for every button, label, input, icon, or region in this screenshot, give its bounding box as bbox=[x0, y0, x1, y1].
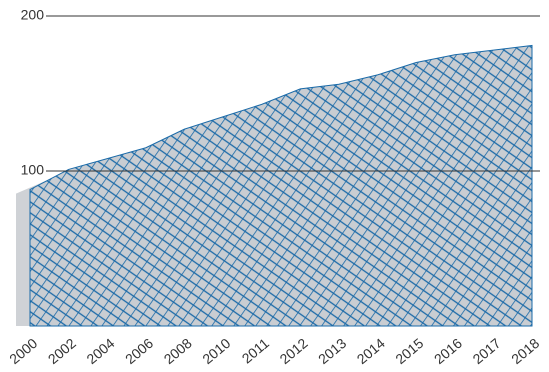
area bbox=[30, 45, 532, 326]
x-tick-label: 2015 bbox=[392, 335, 426, 367]
x-tick-label: 2016 bbox=[431, 335, 465, 367]
x-tick-label: 2018 bbox=[508, 335, 542, 367]
x-tick-label: 2014 bbox=[354, 335, 388, 367]
x-tick-label: 2006 bbox=[122, 335, 156, 367]
chart: 1002002000200220042006200820102011201220… bbox=[0, 0, 549, 372]
x-tick-label: 2008 bbox=[161, 335, 195, 367]
x-tick-label: 2013 bbox=[315, 335, 349, 367]
x-tick-label: 2017 bbox=[470, 335, 504, 367]
y-tick-label: 100 bbox=[21, 162, 45, 178]
x-tick-label: 2012 bbox=[276, 335, 310, 367]
x-tick-label: 2011 bbox=[239, 335, 273, 367]
x-tick-label: 2002 bbox=[45, 335, 79, 367]
x-tick-label: 2004 bbox=[83, 335, 117, 367]
x-tick-label: 2010 bbox=[199, 335, 233, 367]
y-tick-label: 200 bbox=[21, 7, 45, 23]
x-tick-label: 2000 bbox=[6, 335, 40, 367]
